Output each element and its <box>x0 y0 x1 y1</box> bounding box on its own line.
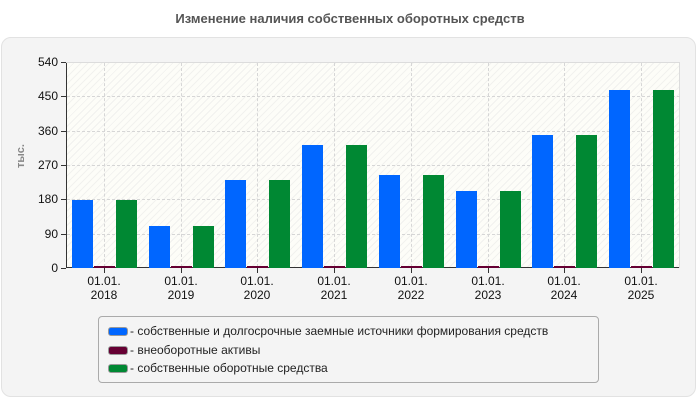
v-gridline <box>104 63 105 267</box>
bar-working-capital <box>116 200 137 268</box>
x-tick <box>181 268 182 273</box>
h-gridline <box>67 165 680 166</box>
legend-item-noncurrent-assets: - внеоборотные активы <box>108 342 260 358</box>
bar-sources <box>609 90 630 268</box>
legend-swatch-blue <box>108 326 128 336</box>
bar-sources <box>302 145 323 268</box>
v-gridline <box>334 63 335 267</box>
x-tick <box>641 268 642 273</box>
y-tick <box>61 62 66 63</box>
y-tick <box>61 165 66 166</box>
bar-noncurrent-assets <box>554 266 575 268</box>
bar-sources <box>149 226 170 268</box>
legend-label: - собственные и долгосрочные заемные ист… <box>130 324 549 338</box>
chart-title: Изменение наличия собственных оборотных … <box>175 11 525 26</box>
bar-sources <box>379 175 400 268</box>
x-tick <box>411 268 412 273</box>
y-tick-label: 360 <box>37 124 58 138</box>
legend-swatch-maroon <box>108 345 128 355</box>
plot-border-top <box>66 62 680 63</box>
h-gridline <box>67 131 680 132</box>
bar-sources <box>225 180 246 268</box>
bar-working-capital <box>576 135 597 268</box>
x-tick <box>488 268 489 273</box>
legend: - собственные и долгосрочные заемные ист… <box>98 316 599 383</box>
x-tick-label: 01.01. 2018 <box>87 274 121 302</box>
x-tick-label: 01.01. 2024 <box>547 274 581 302</box>
x-tick-label: 01.01. 2019 <box>164 274 198 302</box>
x-tick <box>564 268 565 273</box>
x-tick-label: 01.01. 2020 <box>240 274 274 302</box>
y-tick <box>61 268 66 269</box>
v-gridline <box>641 63 642 267</box>
x-tick <box>104 268 105 273</box>
h-gridline <box>67 234 680 235</box>
legend-swatch-green <box>108 363 128 373</box>
y-tick <box>61 199 66 200</box>
bar-noncurrent-assets <box>94 266 115 268</box>
bar-sources <box>72 200 93 268</box>
y-tick-label: 90 <box>44 227 58 241</box>
y-tick <box>61 234 66 235</box>
bar-working-capital <box>653 90 674 268</box>
x-tick-label: 01.01. 2025 <box>624 274 658 302</box>
bar-working-capital <box>346 145 367 268</box>
legend-item-working-capital: - собственные оборотные средства <box>108 360 328 376</box>
bar-noncurrent-assets <box>631 266 652 268</box>
y-tick-label: 450 <box>37 89 58 103</box>
bar-noncurrent-assets <box>247 266 268 268</box>
x-tick-label: 01.01. 2021 <box>317 274 351 302</box>
x-tick-label: 01.01. 2023 <box>471 274 505 302</box>
legend-label: - собственные оборотные средства <box>130 361 328 375</box>
bar-noncurrent-assets <box>401 266 422 268</box>
v-gridline <box>564 63 565 267</box>
v-gridline <box>181 63 182 267</box>
v-gridline <box>257 63 258 267</box>
bar-working-capital <box>269 180 290 268</box>
bar-noncurrent-assets <box>324 266 345 268</box>
bar-working-capital <box>193 226 214 268</box>
y-tick <box>61 131 66 132</box>
bar-sources <box>456 191 477 268</box>
y-tick-label: 270 <box>37 158 58 172</box>
bar-working-capital <box>423 175 444 268</box>
x-tick <box>334 268 335 273</box>
bar-noncurrent-assets <box>171 266 192 268</box>
x-tick-label: 01.01. 2022 <box>394 274 428 302</box>
y-tick-label: 180 <box>37 192 58 206</box>
x-tick <box>257 268 258 273</box>
legend-label: - внеоборотные активы <box>130 343 261 357</box>
bar-working-capital <box>500 191 521 268</box>
y-tick <box>61 96 66 97</box>
v-gridline <box>411 63 412 267</box>
h-gridline <box>67 199 680 200</box>
v-gridline <box>488 63 489 267</box>
y-tick-label: 0 <box>51 261 58 275</box>
bar-noncurrent-assets <box>478 266 499 268</box>
bar-sources <box>532 135 553 268</box>
legend-item-sources: - собственные и долгосрочные заемные ист… <box>108 323 548 339</box>
y-axis-title: тыс. <box>15 144 27 168</box>
h-gridline <box>67 96 680 97</box>
y-tick-label: 540 <box>37 55 58 69</box>
